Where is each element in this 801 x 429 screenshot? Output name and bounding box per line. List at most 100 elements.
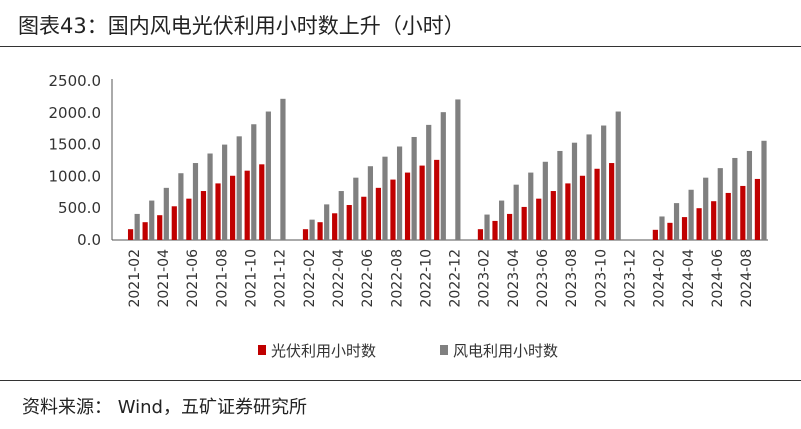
bar-wind [222,144,228,240]
bar-solar [521,206,527,240]
bar-solar [609,163,615,240]
bar-wind [601,125,607,240]
bottom-rule [0,380,801,381]
bar-wind [586,134,592,240]
bar-solar [711,201,717,240]
legend-swatch-solar [258,345,266,355]
bar-solar [346,205,352,240]
x-tick-label: 2023-08 [564,249,580,308]
bar-solar [667,222,673,240]
x-tick-label: 2021-02 [127,249,143,308]
bar-wind [134,213,140,240]
x-tick-label: 2023-12 [623,249,639,308]
bar-solar [390,179,396,240]
bar-solar [259,164,265,240]
source-note: 资料来源： Wind，五矿证券研究所 [22,397,307,418]
bar-solar [652,229,658,240]
bar-solar [361,196,367,240]
bar-solar [171,206,177,240]
bar-wind [484,214,490,240]
bar-wind [324,204,330,240]
bar-wind [236,136,242,240]
bar-solar [157,215,163,240]
bar-wind [673,203,680,240]
bar-solar [127,229,134,240]
bar-wind [251,124,257,240]
x-tick-label: 2024-04 [681,249,697,308]
bar-solar [434,159,440,240]
x-tick-label: 2022-04 [331,249,347,308]
x-tick-label: 2023-04 [506,249,522,308]
bar-solar [375,187,381,240]
bar-solar [696,208,702,240]
bar-wind [528,172,534,240]
y-tick-label: 2500.0 [49,72,102,90]
bar-wind [265,111,271,240]
bar-solar [186,198,192,240]
bar-wind [353,177,359,240]
bar-solar [142,222,148,240]
bar-wind [703,177,709,240]
page-title: 图表43：国内风电光伏利用小时数上升（小时） [18,14,465,38]
bar-wind [280,98,286,240]
bar-wind [382,156,388,240]
bar-wind [688,189,694,240]
bar-wind [396,146,403,240]
bar-solar [244,170,250,240]
x-tick-label: 2023-10 [593,249,609,308]
bar-solar [317,222,323,240]
bar-wind [746,150,753,240]
x-tick-label: 2021-06 [185,249,201,308]
bar-solar [740,185,746,240]
x-tick-label: 2022-10 [418,249,434,308]
bar-solar [477,229,484,240]
y-tick-label: 1500.0 [49,136,102,154]
bar-wind [207,153,213,240]
bar-solar [302,229,309,240]
bar-solar [200,191,207,240]
bar-wind [163,187,169,240]
bar-wind [338,191,344,240]
bar-solar [681,217,688,240]
bar-wind [717,168,723,240]
x-tick-label: 2022-08 [389,249,405,308]
bar-wind [513,184,519,240]
bar-wind [426,124,432,240]
bar-wind [557,150,563,240]
bar-wind [761,140,767,240]
legend-swatch-wind [440,345,448,355]
bar-solar [725,192,731,240]
x-tick-label: 2024-08 [739,249,755,308]
legend-label-solar: 光伏利用小时数 [271,342,376,360]
bar-solar [492,220,498,240]
x-tick-label: 2022-12 [448,249,464,308]
bar-wind [615,111,621,240]
x-tick-label: 2021-04 [156,249,172,308]
bar-wind [440,112,446,240]
y-tick-label: 500.0 [58,199,101,217]
y-tick-label: 0.0 [77,231,101,249]
y-tick-label: 1000.0 [49,167,102,185]
x-tick-label: 2022-02 [302,249,318,308]
x-tick-label: 2021-12 [273,249,289,308]
bar-solar [332,213,338,240]
x-tick-label: 2024-06 [710,249,726,308]
x-tick-label: 2021-08 [214,249,230,307]
bar-wind [732,157,738,240]
bar-solar [754,178,761,240]
bar-wind [192,163,199,240]
bar-solar [230,175,236,240]
bar-solar [419,165,425,240]
top-rule [0,46,801,47]
bar-wind [542,161,548,240]
bar-solar [536,198,542,240]
bar-wind [659,216,665,240]
legend-label-wind: 风电利用小时数 [453,342,558,360]
bar-solar [506,213,513,240]
bar-wind [178,173,184,240]
bar-solar [215,183,221,240]
x-tick-label: 2021-10 [243,249,259,308]
bar-solar [565,183,571,240]
bar-wind [367,166,374,240]
